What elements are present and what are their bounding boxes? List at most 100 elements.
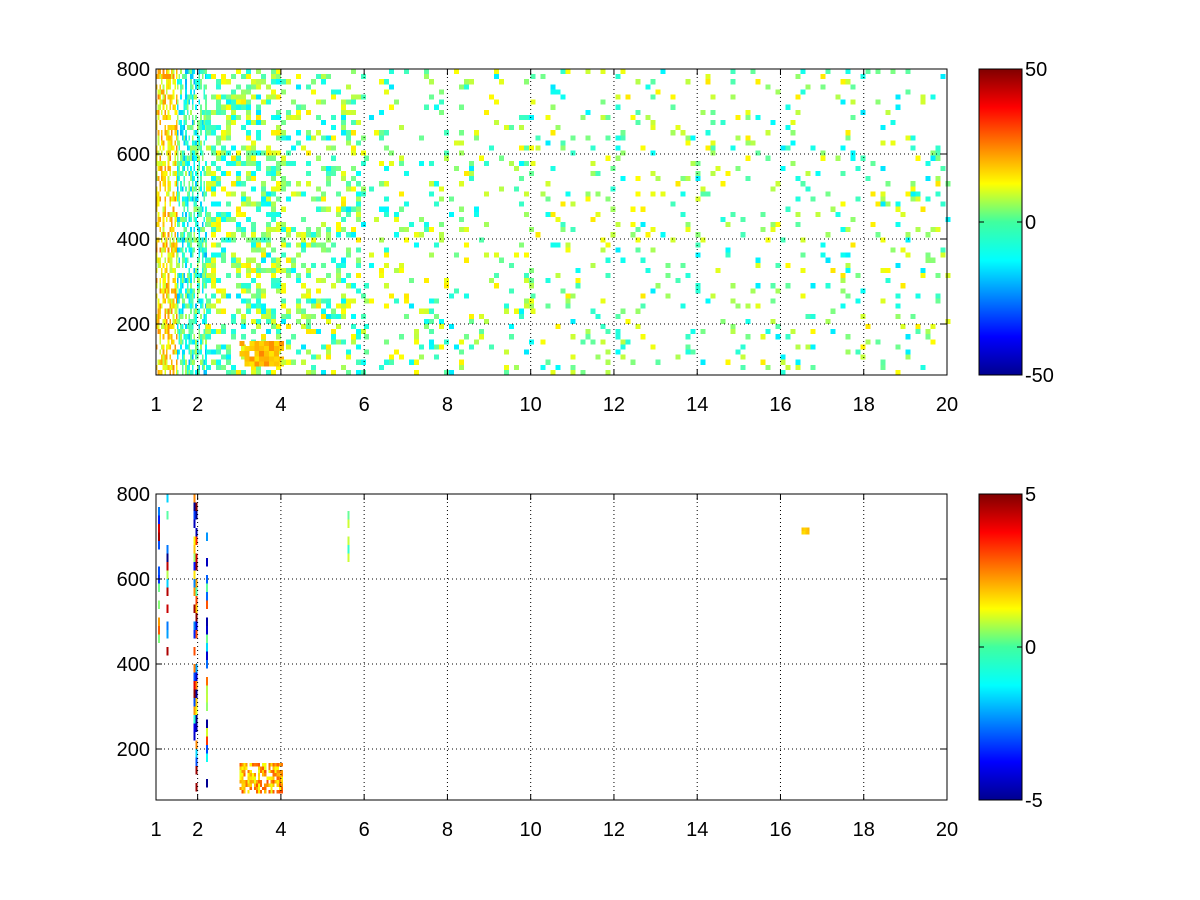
heatmap-cell bbox=[185, 293, 187, 299]
heatmap-cell bbox=[244, 361, 250, 367]
heatmap-cell bbox=[585, 69, 591, 75]
heatmap-cell bbox=[770, 222, 776, 228]
heatmap-cell bbox=[175, 94, 178, 100]
heatmap-streak bbox=[205, 727, 208, 737]
heatmap-cell bbox=[770, 227, 776, 233]
heatmap-cell bbox=[278, 780, 281, 784]
heatmap-cell bbox=[243, 783, 246, 787]
heatmap-cell bbox=[259, 361, 265, 367]
heatmap-cell bbox=[255, 783, 258, 787]
heatmap-cell bbox=[255, 780, 258, 784]
heatmap-cell bbox=[157, 109, 160, 115]
heatmap-cell bbox=[176, 165, 179, 171]
heatmap-cell bbox=[900, 247, 906, 253]
heatmap-cell bbox=[181, 242, 184, 248]
heatmap-cell bbox=[176, 222, 179, 228]
heatmap-cell bbox=[167, 329, 170, 335]
heatmap-cell bbox=[230, 155, 236, 161]
heatmap-cell bbox=[175, 257, 178, 263]
heatmap-cell bbox=[201, 303, 204, 309]
heatmap-cell bbox=[186, 232, 189, 238]
heatmap-cell bbox=[156, 160, 158, 166]
heatmap-cell bbox=[235, 114, 241, 120]
heatmap-cell bbox=[196, 181, 199, 187]
heatmap-cell bbox=[524, 79, 530, 85]
heatmap-cell bbox=[260, 288, 266, 294]
heatmap-cell bbox=[454, 140, 460, 146]
heatmap-cell bbox=[235, 176, 241, 182]
heatmap-cell bbox=[755, 150, 761, 156]
heatmap-cell bbox=[210, 191, 216, 197]
heatmap-cell bbox=[615, 94, 621, 100]
heatmap-cell bbox=[176, 140, 179, 146]
heatmap-cell bbox=[250, 278, 256, 284]
heatmap-cell bbox=[245, 104, 251, 110]
heatmap-cell bbox=[790, 329, 796, 335]
heatmap-cell bbox=[439, 237, 445, 243]
heatmap-cell bbox=[203, 140, 206, 146]
heatmap-cell bbox=[259, 356, 265, 362]
heatmap-cell bbox=[820, 155, 826, 161]
heatmap-cell bbox=[176, 324, 179, 330]
heatmap-cell bbox=[250, 84, 256, 90]
heatmap-cell bbox=[255, 364, 261, 370]
heatmap-cell bbox=[524, 114, 530, 120]
heatmap-cell bbox=[835, 155, 841, 161]
heatmap-cell bbox=[210, 293, 216, 299]
heatmap-streak bbox=[205, 702, 208, 711]
heatmap-cell bbox=[210, 201, 216, 207]
heatmap-cell bbox=[215, 349, 221, 355]
heatmap-cell bbox=[815, 171, 821, 177]
heatmap-cell bbox=[178, 160, 181, 166]
heatmap-cell bbox=[203, 191, 206, 197]
heatmap-cell bbox=[175, 308, 178, 314]
heatmap-cell bbox=[190, 329, 192, 335]
heatmap-cell bbox=[205, 109, 211, 115]
heatmap-cell bbox=[169, 369, 171, 375]
heatmap-cell bbox=[169, 308, 171, 314]
heatmap-cell bbox=[190, 369, 192, 375]
heatmap-cell bbox=[464, 79, 470, 85]
heatmap-cell bbox=[250, 329, 256, 335]
heatmap-cell bbox=[399, 191, 405, 197]
heatmap-cell bbox=[210, 283, 216, 289]
heatmap-cell bbox=[203, 252, 206, 258]
heatmap-cell bbox=[170, 94, 173, 100]
heatmap-cell bbox=[230, 181, 236, 187]
heatmap-cell bbox=[250, 303, 256, 309]
heatmap-cell bbox=[785, 364, 791, 370]
heatmap-cell bbox=[280, 773, 283, 777]
heatmap-cell bbox=[162, 324, 165, 330]
heatmap-cell bbox=[247, 773, 250, 777]
heatmap-cell bbox=[191, 303, 194, 309]
heatmap-cell bbox=[275, 196, 281, 202]
heatmap-cell bbox=[650, 227, 656, 233]
heatmap-cell bbox=[404, 237, 410, 243]
heatmap-cell bbox=[185, 324, 187, 330]
heatmap-cell bbox=[260, 790, 263, 794]
heatmap-cell bbox=[439, 232, 445, 238]
heatmap-cell bbox=[193, 165, 196, 171]
heatmap-cell bbox=[850, 114, 856, 120]
heatmap-cell bbox=[340, 262, 346, 268]
heatmap-cell bbox=[310, 135, 316, 141]
heatmap-cell bbox=[157, 262, 160, 268]
heatmap-cell bbox=[183, 216, 186, 222]
heatmap-cell bbox=[162, 94, 165, 100]
heatmap-cell bbox=[220, 329, 226, 335]
heatmap-cell bbox=[249, 786, 252, 791]
heatmap-cell bbox=[285, 313, 291, 319]
heatmap-cell bbox=[255, 324, 261, 330]
heatmap-cell bbox=[181, 109, 184, 115]
heatmap-cell bbox=[570, 334, 576, 340]
heatmap-cell bbox=[159, 160, 161, 166]
heatmap-cell bbox=[165, 84, 168, 90]
heatmap-cell bbox=[275, 150, 281, 156]
heatmap-cell bbox=[186, 369, 189, 375]
heatmap-cell bbox=[655, 176, 661, 182]
heatmap-cell bbox=[260, 120, 266, 126]
heatmap-cell bbox=[157, 216, 160, 222]
heatmap-cell bbox=[384, 252, 390, 258]
heatmap-cell bbox=[245, 99, 251, 105]
